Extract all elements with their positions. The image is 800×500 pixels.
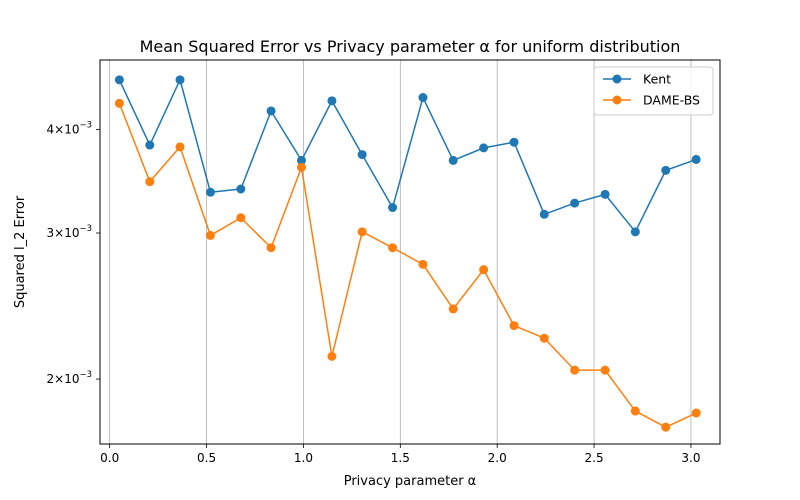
data-point-dame-bs [266, 243, 276, 253]
data-point-kent [570, 198, 580, 208]
data-point-kent [114, 75, 124, 85]
x-tick-label: 2.5 [585, 451, 604, 465]
x-tick-label: 1.0 [294, 451, 313, 465]
data-point-dame-bs [539, 333, 549, 343]
y-tick-label: 3×10−3 [47, 224, 93, 240]
legend-kent-marker [612, 74, 622, 84]
y-tick-label: 2×10−3 [47, 370, 93, 386]
data-point-dame-bs [145, 177, 155, 187]
chart-title: Mean Squared Error vs Privacy parameter … [140, 37, 681, 56]
data-point-kent [448, 155, 458, 165]
data-point-dame-bs [600, 365, 610, 375]
data-point-dame-bs [418, 259, 428, 269]
data-point-kent [630, 227, 640, 237]
x-tick-label: 0.5 [197, 451, 216, 465]
data-point-kent [600, 189, 610, 199]
data-point-dame-bs [357, 227, 367, 237]
x-tick-label: 1.5 [391, 451, 410, 465]
series-line-dame-bs [118, 103, 697, 428]
legend-dame-bs-marker [612, 95, 622, 105]
tick-layer: 0.0 0.5 1.0 1.5 2.0 2.5 3.0 2×10−3 3×10−3 4×10−3 [47, 120, 701, 465]
data-point-dame-bs [175, 142, 185, 152]
legend: Kent DAME-BS [593, 66, 714, 116]
grid-layer [109, 60, 692, 444]
data-point-kent [145, 140, 155, 150]
data-point-kent [661, 165, 671, 175]
legend-dame-bs-label: DAME-BS [643, 93, 700, 108]
legend-kent-label: Kent [643, 72, 671, 87]
data-point-kent [479, 143, 489, 153]
x-tick-label: 3.0 [681, 451, 700, 465]
data-point-dame-bs [448, 304, 458, 314]
x-axis-label: Privacy parameter α [344, 474, 477, 489]
data-point-kent [266, 106, 276, 116]
data-point-dame-bs [114, 98, 124, 108]
y-axis-label: Squared l_2 Error [13, 195, 28, 308]
data-point-kent [357, 150, 367, 160]
x-tick-label: 0.0 [100, 451, 119, 465]
data-point-kent [388, 203, 398, 213]
data-point-kent [236, 184, 246, 194]
data-point-kent [691, 154, 701, 164]
data-point-dame-bs [236, 213, 246, 223]
data-point-kent [297, 155, 306, 165]
data-point-dame-bs [297, 162, 306, 172]
data-point-kent [509, 137, 519, 147]
data-point-dame-bs [388, 243, 398, 253]
plot-frame [99, 59, 721, 445]
data-point-dame-bs [479, 265, 489, 275]
data-point-dame-bs [691, 408, 701, 418]
data-point-kent [539, 209, 549, 219]
data-point-dame-bs [205, 230, 215, 240]
data-point-kent [205, 187, 215, 197]
data-point-dame-bs [661, 422, 671, 432]
y-tick-label: 4×10−3 [47, 120, 93, 136]
data-point-dame-bs [327, 351, 337, 361]
data-point-kent [175, 75, 185, 85]
data-point-dame-bs [570, 365, 580, 375]
data-point-dame-bs [509, 321, 519, 331]
x-tick-label: 2.0 [488, 451, 507, 465]
series-layer [114, 75, 701, 432]
data-point-dame-bs [630, 406, 640, 416]
series-line-kent [118, 79, 697, 233]
data-point-kent [327, 96, 337, 106]
data-point-kent [418, 93, 428, 103]
